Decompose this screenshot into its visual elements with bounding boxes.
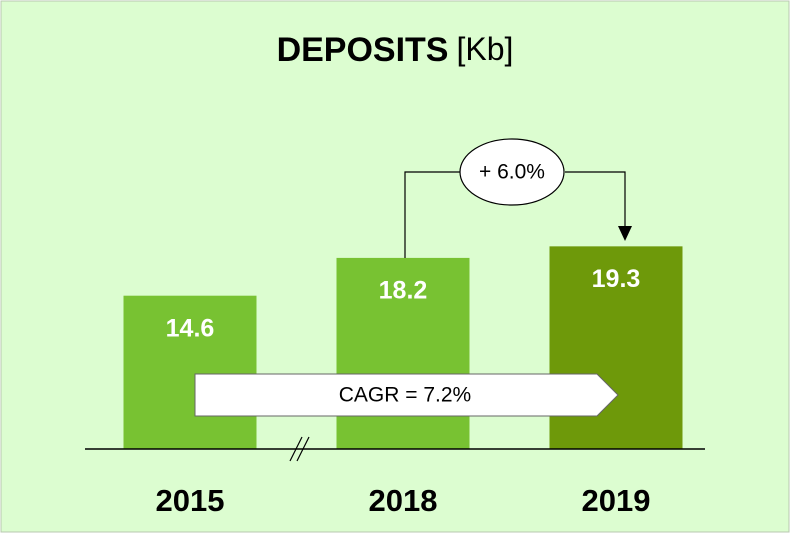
axis-break — [296, 436, 310, 462]
x-tick-label: 2015 — [156, 483, 225, 518]
cagr-label: CAGR = 7.2% — [339, 384, 471, 407]
x-tick-label: 2019 — [582, 483, 651, 518]
cagr-arrow — [194, 373, 619, 417]
axis-break — [289, 436, 303, 462]
value-label: 19.3 — [592, 265, 641, 293]
chart-title: DEPOSITS [Kb] — [277, 31, 514, 69]
growth-connector — [565, 171, 626, 228]
title-unit: [Kb] — [457, 31, 514, 67]
growth-bubble — [459, 138, 565, 206]
growth-label: + 6.0% — [479, 161, 545, 184]
x-tick-label: 2018 — [369, 483, 438, 518]
arrow-head — [618, 226, 632, 241]
value-label: 18.2 — [379, 277, 428, 305]
value-label: 14.6 — [166, 314, 215, 342]
title-main: DEPOSITS — [277, 31, 449, 69]
bar — [336, 257, 470, 449]
growth-connector — [404, 171, 460, 258]
bar — [123, 295, 257, 449]
